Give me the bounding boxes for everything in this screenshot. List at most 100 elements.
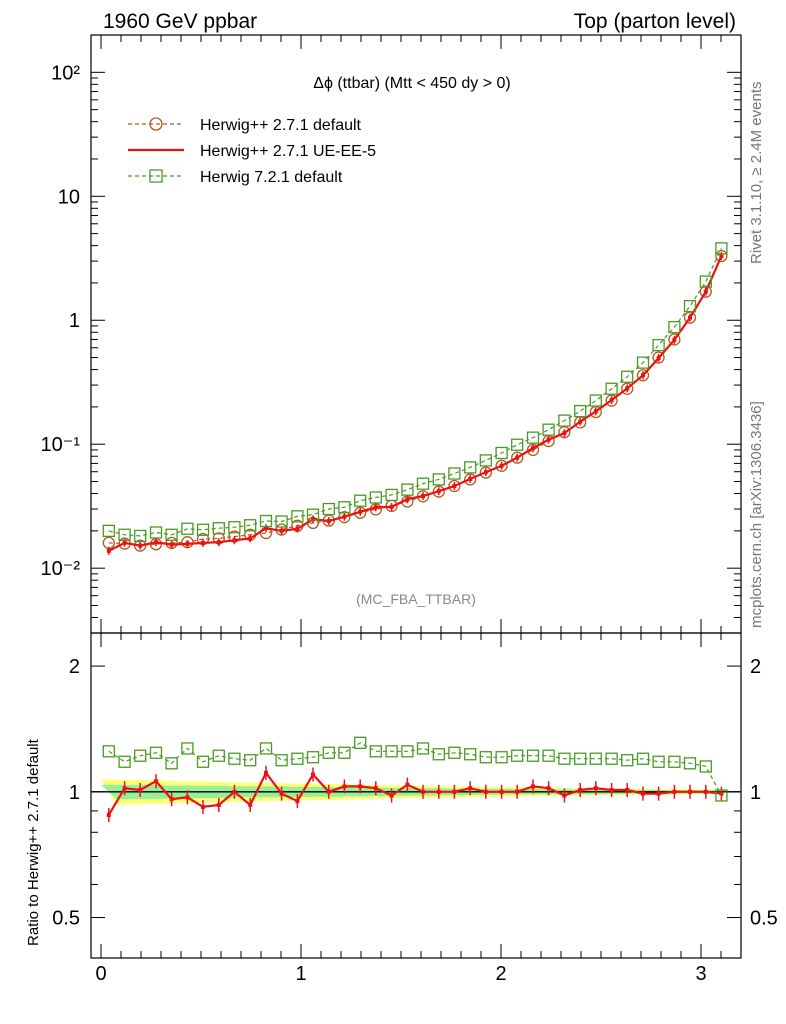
main-ytick-label: 10 <box>58 186 80 208</box>
main-point-herwig7-default <box>369 491 382 504</box>
ratio-point-herwig7-default <box>558 752 571 765</box>
ratio-point-herwig7-default <box>212 749 225 762</box>
xtick-label: 0 <box>95 963 106 985</box>
main-point-herwig7-default <box>589 394 602 407</box>
main-point-herwig7-default <box>291 510 304 523</box>
header-left: 1960 GeV ppbar <box>103 10 257 33</box>
legend-label-herwig7-default: Herwig 7.2.1 default <box>200 169 343 186</box>
ratio-point-herwig7-default <box>432 748 445 761</box>
ratio-point-herwig7-default <box>495 751 508 764</box>
main-line-1 <box>108 255 723 552</box>
legend-marker-herwig7-default <box>149 169 163 183</box>
xtick-label: 3 <box>695 963 706 985</box>
main-point-herwigpp-default <box>495 459 508 472</box>
ratio-point-herwig7-default <box>621 754 634 767</box>
ratio-point-herwig7-default <box>181 742 194 755</box>
main-point-herwigpp-default <box>432 485 445 498</box>
ratio-point-herwig7-default <box>589 752 602 765</box>
main-point-herwig7-default <box>149 526 163 539</box>
main-point-herwig7-default <box>511 438 524 451</box>
main-point-herwig7-default <box>699 275 712 288</box>
ratio-point-herwig7-default <box>416 742 430 755</box>
main-ytick-label: 10² <box>51 62 80 84</box>
ratio-point-herwig7-default <box>291 752 304 765</box>
main-point-herwigpp-default <box>511 451 524 464</box>
main-point-herwigpp-default <box>636 369 650 382</box>
ratio-point-herwig7-default <box>118 755 131 768</box>
main-point-herwig7-default <box>605 382 618 395</box>
ratio-point-herwig7-default <box>464 748 477 761</box>
main-point-herwig7-default <box>479 454 492 467</box>
ratio-point-herwig7-default <box>259 742 273 755</box>
main-point-herwig7-default <box>416 477 430 490</box>
main-point-herwig7-default <box>621 370 634 383</box>
ratio-point-herwig7-default <box>244 754 257 767</box>
main-point-herwigpp-default <box>479 466 492 479</box>
main-line-0 <box>108 255 722 547</box>
main-point-herwig7-default <box>652 338 665 352</box>
ratio-line-0 <box>107 770 722 816</box>
analysis-tag: (MC_FBA_TTBAR) <box>356 591 476 607</box>
ratio-point-herwig7-default <box>369 745 382 758</box>
rivet-label: Rivet 3.1.10, ≥ 2.4M events <box>748 82 765 265</box>
main-point-herwigpp-default <box>668 333 681 346</box>
ratio-ytick-label-right: 1 <box>750 782 761 804</box>
legend: Herwig++ 2.7.1 default Herwig++ 2.7.1 UE… <box>128 117 376 186</box>
main-point-herwig7-default <box>354 494 367 507</box>
ratio-point-herwig7-default <box>134 749 147 762</box>
main-point-herwigpp-default <box>715 249 728 263</box>
legend-marker-herwigpp-default <box>149 117 163 131</box>
ratio-point-herwig7-default <box>605 752 618 765</box>
ratio-ytick-label: 0.5 <box>52 908 80 930</box>
main-point-herwig7-default <box>165 528 178 541</box>
ratio-line-1 <box>108 742 722 796</box>
main-point-herwig7-default <box>542 423 555 436</box>
legend-entry-herwigpp-default: Herwig++ 2.7.1 default <box>128 117 362 134</box>
xtick-label: 2 <box>495 963 506 985</box>
main-point-herwig7-default <box>683 299 697 313</box>
main-point-herwig7-default <box>322 502 335 516</box>
ratio-point-herwig7-default <box>275 754 288 767</box>
main-ytick-label: 10⁻² <box>41 558 81 580</box>
ratio-ytick-label: 1 <box>69 782 80 804</box>
ratio-point-herwig7-default <box>338 746 351 759</box>
main-point-herwig7-default <box>102 524 115 538</box>
legend-label-herwigpp-default: Herwig++ 2.7.1 default <box>200 117 362 134</box>
ratio-point-herwig7-default <box>715 789 728 802</box>
main-point-herwig7-default <box>244 519 257 532</box>
legend-entry-herwig7-default: Herwig 7.2.1 default <box>128 169 343 186</box>
ratio-point-herwig7-default <box>699 760 712 773</box>
ratio-point-herwig7-default <box>196 755 210 768</box>
main-point-herwig7-default <box>306 508 320 521</box>
main-point-herwig7-default <box>558 414 571 427</box>
ratio-frame <box>90 632 742 959</box>
mcplots-label: mcplots.cern.ch [arXiv:1306.3436] <box>748 401 765 628</box>
ratio-ytick-label-right: 2 <box>750 656 761 678</box>
ratio-point-herwig7-default <box>636 752 650 765</box>
ratio-point-herwig7-default <box>228 752 241 765</box>
xtick-label: 1 <box>295 963 306 985</box>
plot-title: Δϕ (ttbar) (Mtt < 450 dy > 0) <box>313 75 511 92</box>
main-point-herwigpp-default <box>652 351 665 364</box>
main-point-herwig7-default <box>526 431 540 444</box>
main-point-herwig7-default <box>448 467 461 480</box>
legend-label-herwigpp-ueee5: Herwig++ 2.7.1 UE-EE-5 <box>200 143 376 160</box>
ratio-point-herwig7-default <box>401 745 414 758</box>
main-series <box>102 242 728 555</box>
ratio-point-herwig7-default <box>668 755 681 768</box>
ratio-point-herwig7-default <box>102 745 115 758</box>
main-point-herwig7-default <box>275 515 288 528</box>
ratio-axis-ticks: 0.5 0.5 1 1 2 2 <box>52 656 778 959</box>
main-point-herwig7-default <box>385 488 398 502</box>
main-point-herwig7-default <box>212 522 225 535</box>
main-point-herwig7-default <box>715 242 728 255</box>
ratio-point-herwig7-default <box>479 751 492 764</box>
ratio-point-herwig7-default <box>511 749 524 762</box>
main-point-herwigpp-default <box>605 394 618 407</box>
main-point-herwig7-default <box>574 404 587 418</box>
ratio-point-herwig7-default <box>165 757 178 770</box>
ratio-point-herwig7-default <box>354 736 367 749</box>
ratio-point-herwig7-default <box>526 749 540 762</box>
ratio-point-herwig7-default <box>306 751 320 764</box>
